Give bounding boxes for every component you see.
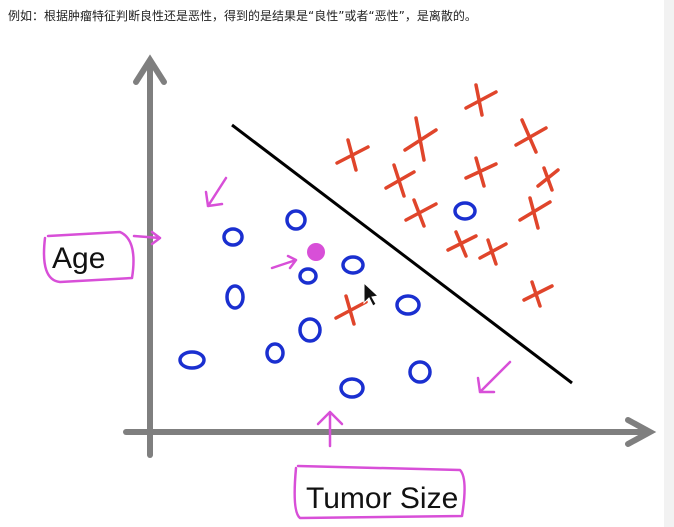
x-axis-label: Tumor Size <box>306 482 458 515</box>
caption: 例如：根据肿瘤特征判断良性还是恶性，得到的是结果是“良性”或者“恶性”，是离散的… <box>8 8 477 23</box>
malignant-points <box>334 83 560 326</box>
decision-boundary <box>231 123 573 385</box>
y-axis-label: Age <box>52 242 105 275</box>
axes <box>123 54 657 458</box>
scrollbar <box>664 0 674 527</box>
annotations <box>42 176 512 520</box>
benign-points <box>178 201 477 399</box>
new-point <box>307 243 325 261</box>
